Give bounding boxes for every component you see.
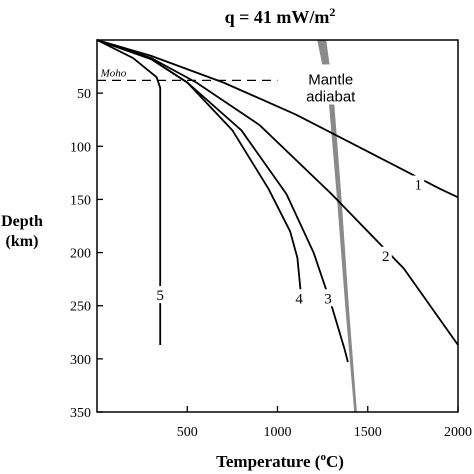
adiabat-label-line2: adiabat	[306, 89, 356, 106]
series-label-bg-4	[293, 289, 306, 307]
series-label-bg-2	[379, 246, 392, 264]
x-axis-label-suffix: C)	[326, 452, 344, 471]
series-label-bg-3	[322, 289, 335, 307]
x-axis-label-text: Temperature (	[216, 452, 321, 471]
chart-title-text: q = 41 mW/m	[225, 7, 330, 27]
geotherm-line-5	[96, 39, 162, 345]
x-axis-label: Temperature (oC)	[216, 451, 344, 471]
series-label-bg-5	[154, 286, 167, 304]
x-tick-label-500: 500	[177, 425, 198, 440]
x-tick-label-1500: 1500	[354, 425, 382, 440]
adiabat-label-line1: Mantle	[308, 72, 353, 89]
plot-frame	[96, 39, 459, 413]
chart-title: q = 41 mW/m2	[225, 5, 336, 27]
y-tick-label-50: 50	[77, 87, 91, 102]
y-tick-label-350: 350	[70, 406, 91, 421]
mantle-adiabat-band	[317, 40, 357, 412]
geotherm-line-2	[96, 39, 459, 346]
x-tick-label-1000: 1000	[264, 425, 292, 440]
y-tick-label-300: 300	[70, 353, 91, 368]
geotherm-line-4	[96, 39, 302, 296]
series-label-bg-1	[412, 175, 425, 193]
series-label-4: 4	[295, 291, 303, 307]
y-axis-label-line1: Depth	[1, 213, 43, 230]
y-tick-label-150: 150	[70, 193, 91, 208]
y-tick-label-100: 100	[70, 140, 91, 155]
series-label-3: 3	[324, 291, 332, 307]
series-label-1: 1	[415, 178, 423, 194]
y-tick-label-200: 200	[70, 247, 91, 262]
adiabat-label-bg	[290, 64, 371, 105]
geotherm-line-1	[96, 39, 459, 199]
x-tick-label-2000: 2000	[444, 425, 472, 440]
y-tick-label-250: 250	[70, 300, 91, 315]
series-label-5: 5	[156, 288, 164, 304]
moho-label: Moho	[100, 67, 127, 79]
y-axis-label-line2: (km)	[6, 233, 39, 250]
chart-title-superscript: 2	[329, 5, 335, 19]
x-axis-label-superscript: o	[320, 451, 326, 463]
series-label-2: 2	[382, 249, 390, 265]
